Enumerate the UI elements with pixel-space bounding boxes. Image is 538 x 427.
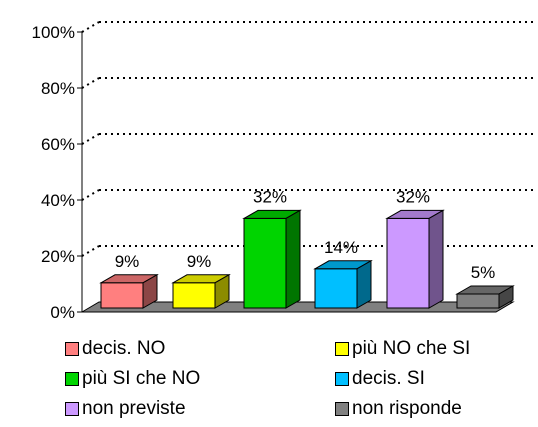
gridline bbox=[81, 133, 534, 145]
bar bbox=[242, 209, 302, 309]
y-tick-label: 20% bbox=[41, 247, 75, 266]
bar bbox=[455, 285, 515, 309]
gridline bbox=[81, 21, 534, 33]
gridline bbox=[81, 245, 534, 257]
y-axis-ticks: 0% 20% 40% 60% 80% 100% bbox=[32, 23, 82, 322]
bar bbox=[385, 209, 445, 309]
y-tick-label: 40% bbox=[41, 191, 75, 210]
y-tick-label: 60% bbox=[41, 135, 75, 154]
data-label: 9% bbox=[187, 252, 212, 271]
bars bbox=[99, 209, 515, 309]
data-label: 9% bbox=[115, 252, 140, 271]
bar bbox=[171, 273, 231, 309]
bar bbox=[313, 259, 373, 309]
y-tick-label: 0% bbox=[50, 303, 75, 322]
y-tick-label: 80% bbox=[41, 79, 75, 98]
data-label: 14% bbox=[324, 238, 358, 257]
gridline bbox=[81, 77, 534, 89]
data-labels: 9% 9% 32% 14% 32% 5% bbox=[115, 187, 496, 282]
gridlines bbox=[81, 21, 534, 257]
data-label: 32% bbox=[253, 187, 287, 206]
y-tick-label: 100% bbox=[32, 23, 75, 42]
data-label: 32% bbox=[396, 187, 430, 206]
bar bbox=[99, 273, 159, 309]
gridline bbox=[81, 189, 534, 201]
data-label: 5% bbox=[471, 263, 496, 282]
